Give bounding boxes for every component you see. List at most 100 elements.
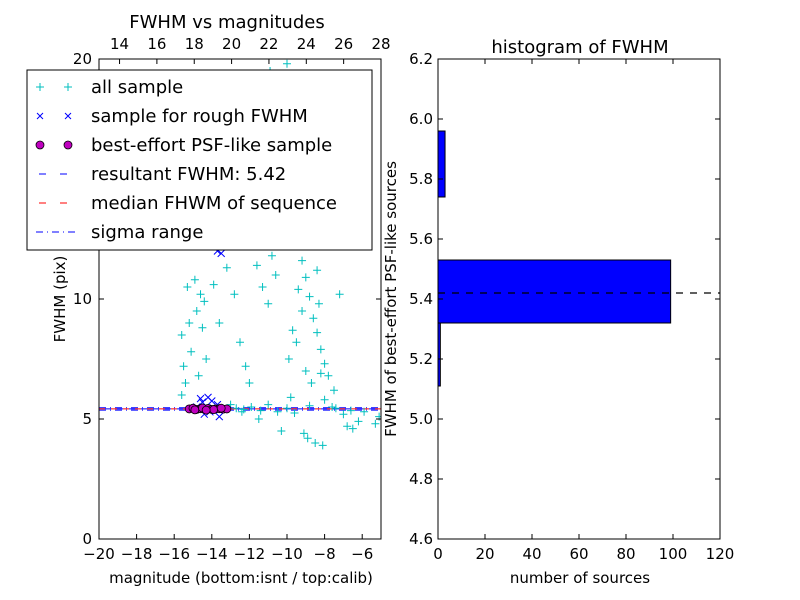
scatter-x-tick-label: −12 [234, 545, 266, 563]
all-sample-point [320, 359, 329, 368]
all-sample-point [192, 307, 201, 315]
best-sample-point [201, 405, 211, 415]
all-sample-point [177, 391, 186, 399]
all-sample-point [335, 290, 344, 299]
histogram-x-ticks: 0 20 40 60 80 100 120 [433, 59, 734, 563]
all-sample-point [277, 427, 286, 435]
all-sample-point [236, 338, 244, 347]
scatter-top-tick-label: 28 [371, 35, 390, 53]
histogram-x-tick-label: 20 [475, 545, 494, 563]
all-sample-point [181, 379, 190, 387]
all-sample-point [313, 328, 322, 337]
all-sample-point [252, 261, 261, 270]
legend-all-sample-marker [36, 83, 72, 91]
scatter-top-tick-label: 14 [110, 35, 129, 53]
all-sample-point [232, 404, 241, 413]
all-sample-point [298, 307, 307, 315]
scatter-y-ticks: 0 5 10 [73, 290, 381, 548]
rough-sample-point [215, 412, 224, 421]
histogram-y-axis-label: FWHM of best-effort PSF-like sources [382, 161, 400, 437]
all-sample-point [343, 422, 352, 431]
all-sample-point [209, 280, 218, 289]
all-sample-point [179, 362, 188, 371]
all-sample-point [273, 407, 282, 416]
scatter-top-tick-label: 24 [297, 35, 316, 53]
all-sample-point [360, 407, 369, 416]
histogram-x-tick-label: 120 [706, 545, 735, 563]
histogram-y-tick-label: 6.2 [409, 50, 433, 68]
scatter-x-tick-label: −14 [196, 545, 228, 563]
all-sample-point [299, 429, 308, 438]
scatter-top-tick-label: 26 [334, 35, 353, 53]
all-sample-point [324, 371, 333, 380]
histogram-x-tick-label: 40 [522, 545, 541, 563]
all-sample-point [309, 314, 318, 323]
scatter-x-tick-label: −6 [351, 545, 373, 563]
all-sample-point [320, 395, 329, 404]
scatter-top-ticks: 14 16 18 20 22 24 26 28 [110, 35, 391, 64]
legend-all-sample-label: all sample [91, 77, 183, 98]
scatter-y-tick-label: 0 [82, 530, 92, 548]
all-sample-point [239, 405, 248, 414]
legend-best-sample-label: best-effort PSF-like sample [91, 135, 332, 156]
best-sample-point [190, 405, 200, 415]
all-sample-point [331, 404, 340, 413]
histogram-y-tick-label: 5.6 [409, 230, 433, 248]
scatter-x-ticks: −20 −18 −16 −14 −12 −10 −8 −6 [83, 534, 373, 563]
histogram-x-axis-label: number of sources [510, 569, 650, 587]
all-sample-point [183, 283, 192, 291]
scatter-panel: FWHM vs magnitudes −20 −18 −16 −14 −12 −10 −8−… [26, 12, 391, 587]
all-sample-point [328, 403, 337, 411]
all-sample-point [292, 338, 301, 347]
histogram-title: histogram of FWHM [491, 37, 668, 58]
all-sample-point [339, 410, 348, 419]
all-sample-point [348, 424, 357, 433]
all-sample-point [271, 271, 280, 279]
all-sample-point [254, 415, 263, 423]
histogram-bar [437, 130, 446, 198]
histogram-x-tick-label: 80 [616, 545, 635, 563]
all-sample-point [301, 273, 310, 282]
all-sample-point [313, 266, 322, 275]
all-sample-point [264, 299, 273, 308]
legend-median-label: median FHWM of sequence [91, 193, 337, 214]
scatter-title: FWHM vs magnitudes [129, 12, 324, 33]
histogram-x-tick-label: 0 [433, 545, 443, 563]
all-sample-point [245, 379, 254, 387]
best-sample-point [216, 403, 226, 413]
scatter-top-tick-label: 22 [259, 35, 278, 53]
scatter-x-tick-label: −10 [271, 545, 303, 563]
legend-sigma-label: sigma range [91, 222, 203, 243]
all-sample-point [354, 417, 363, 426]
all-sample-point [258, 283, 267, 291]
all-sample-point [305, 292, 314, 301]
histogram-x-tick-label: 100 [659, 545, 688, 563]
histogram-bar [437, 259, 672, 324]
rough-sample-point [207, 397, 216, 405]
all-sample-point [288, 326, 297, 335]
scatter-y-tick-label: 10 [73, 290, 92, 308]
all-sample-point [222, 263, 231, 272]
rough-sample-point [217, 249, 226, 258]
histogram-y-tick-label: 5.0 [409, 410, 433, 428]
all-sample-point [307, 379, 316, 387]
all-sample-point [283, 59, 291, 68]
all-sample-point [346, 406, 355, 415]
histogram-y-tick-label: 6.0 [409, 110, 433, 128]
histogram-y-tick-label: 5.4 [409, 290, 433, 308]
all-sample-point [294, 285, 303, 294]
legend-box [26, 69, 373, 251]
scatter-x-axis-label: magnitude (bottom:isnt / top:calib) [109, 569, 373, 587]
all-sample-point [305, 401, 314, 410]
all-sample-point [185, 319, 194, 327]
legend-resultant-label: resultant FWHM: 5.42 [91, 164, 286, 185]
all-sample-point [303, 434, 312, 443]
all-sample-point [311, 439, 320, 447]
histogram-x-tick-label: 60 [569, 545, 588, 563]
all-sample-point [202, 355, 211, 363]
all-sample-point [298, 256, 307, 265]
all-sample-point [264, 400, 273, 409]
scatter-x-tick-label: −18 [121, 545, 153, 563]
best-sample-point [209, 405, 219, 415]
